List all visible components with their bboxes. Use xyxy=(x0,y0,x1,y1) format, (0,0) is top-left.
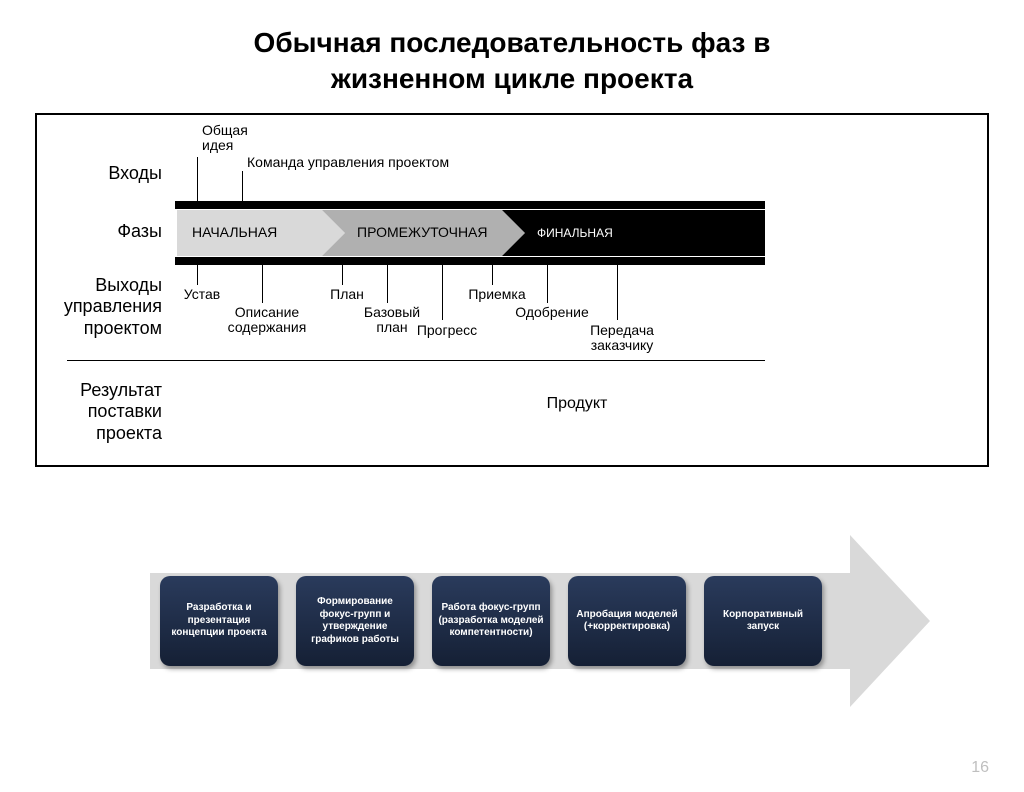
tick-acceptance xyxy=(492,265,493,285)
output-handover: Передача заказчику xyxy=(582,323,662,354)
tick-approval xyxy=(547,265,548,303)
phase-final-label: ФИНАЛЬНАЯ xyxy=(537,226,613,240)
page-number: 16 xyxy=(971,759,989,777)
tick-plan xyxy=(342,265,343,285)
stage-box-1: Разработка и презентация концепции проек… xyxy=(160,576,278,666)
stage-box-2: Формирование фокус-групп и утверждение г… xyxy=(296,576,414,666)
stage-box-5: Корпоративный запуск xyxy=(704,576,822,666)
diagram-frame: Входы Фазы Выходы управления проектом Ре… xyxy=(35,113,989,467)
tick-progress xyxy=(442,265,443,320)
row-label-result: Результат поставки проекта xyxy=(37,380,162,445)
phase-initial-label: НАЧАЛЬНАЯ xyxy=(192,224,277,240)
output-approval: Одобрение xyxy=(512,305,592,320)
title-line2: жизненном цикле проекта xyxy=(331,63,693,94)
output-progress: Прогресс xyxy=(412,323,482,338)
tick-handover xyxy=(617,265,618,320)
tick-idea xyxy=(197,157,198,201)
process-arrow: Разработка и презентация концепции проек… xyxy=(150,535,940,705)
slide-title: Обычная последовательность фаз в жизненн… xyxy=(0,25,1024,98)
phase-intermediate-label: ПРОМЕЖУТОЧНАЯ xyxy=(357,224,488,240)
output-scope: Описание содержания xyxy=(222,305,312,336)
output-plan: План xyxy=(322,287,372,302)
stage-box-4: Апробация моделей (+корректировка) xyxy=(568,576,686,666)
row-label-outputs: Выходы управления проектом xyxy=(37,275,162,340)
output-acceptance: Приемка xyxy=(462,287,532,302)
output-charter: Устав xyxy=(177,287,227,302)
title-line1: Обычная последовательность фаз в xyxy=(254,27,771,58)
row-label-phases: Фазы xyxy=(37,221,162,243)
thick-rule-bottom xyxy=(175,257,765,265)
input-team: Команда управления проектом xyxy=(247,155,449,170)
result-product: Продукт xyxy=(537,395,617,413)
arrow-head xyxy=(850,535,930,707)
tick-team xyxy=(242,171,243,201)
tick-scope xyxy=(262,265,263,303)
divider-outputs xyxy=(67,360,765,361)
row-label-inputs: Входы xyxy=(37,163,162,185)
tick-charter xyxy=(197,265,198,285)
tick-baseline xyxy=(387,265,388,303)
stage-box-3: Работа фокус-групп (разработка моделей к… xyxy=(432,576,550,666)
thick-rule-top xyxy=(175,201,765,209)
input-idea: Общая идея xyxy=(202,123,248,154)
